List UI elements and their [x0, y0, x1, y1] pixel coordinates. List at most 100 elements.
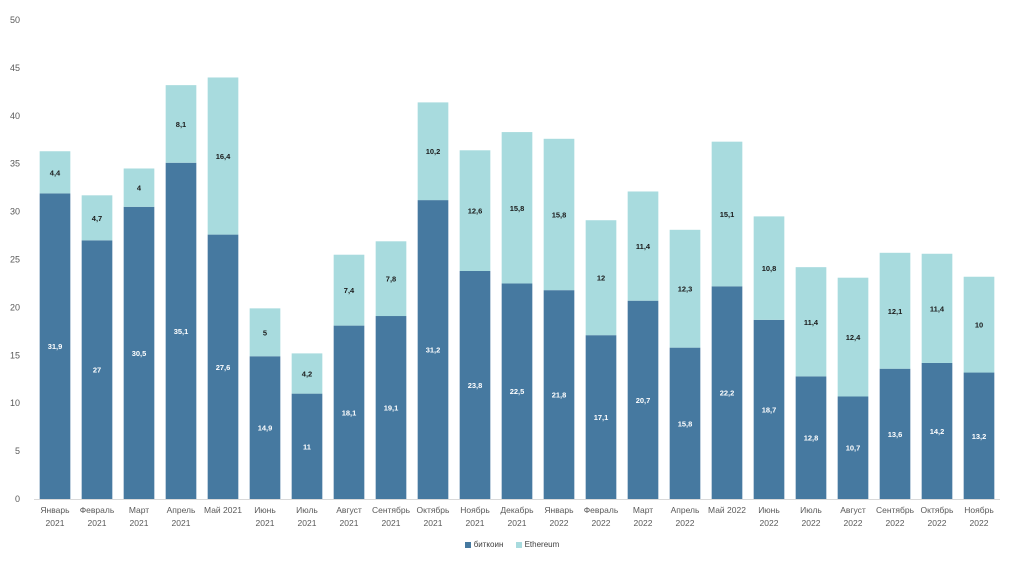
bar-ethereum: [921, 253, 953, 363]
x-tick-label-year: 2022: [802, 518, 821, 528]
x-tick-label: Май 2021: [204, 505, 242, 515]
bar-ethereum: [81, 195, 113, 241]
bar-bitcoin: [963, 372, 995, 499]
legend-label-ethereum: Ethereum: [524, 540, 560, 549]
bar-ethereum: [879, 252, 911, 369]
x-tick-label-year: 2021: [466, 518, 485, 528]
legend-item-ethereum: Ethereum: [515, 540, 560, 549]
x-tick-label: Октябрь: [921, 505, 955, 515]
data-label-bitcoin: 19,1: [384, 404, 399, 413]
data-label-ethereum: 12,3: [678, 285, 693, 294]
y-tick-label: 30: [10, 207, 20, 217]
x-tick-label-year: 2022: [550, 518, 569, 528]
x-tick-label-year: 2022: [970, 518, 989, 528]
x-tick-label: Июнь: [758, 505, 780, 515]
bar-bitcoin: [837, 396, 869, 499]
bar-ethereum: [249, 308, 281, 357]
bar-bitcoin: [459, 270, 491, 499]
x-tick-label-year: 2021: [88, 518, 107, 528]
data-label-bitcoin: 17,1: [594, 413, 609, 422]
data-label-ethereum: 15,1: [720, 210, 735, 219]
bar-bitcoin: [543, 290, 575, 499]
data-label-ethereum: 4,7: [92, 214, 102, 223]
data-label-bitcoin: 22,2: [720, 389, 735, 398]
data-label-ethereum: 12,6: [468, 207, 483, 216]
bar-ethereum: [123, 168, 155, 207]
x-tick-label: Ноябрь: [460, 505, 490, 515]
bar-ethereum: [459, 150, 491, 271]
x-tick-label: Июль: [296, 505, 318, 515]
x-tick-label: Июнь: [254, 505, 276, 515]
bar-ethereum: [501, 132, 533, 284]
legend-item-bitcoin: биткоин: [464, 540, 504, 549]
legend-swatch-bitcoin: [464, 541, 471, 548]
x-tick-label: Ноябрь: [964, 505, 994, 515]
y-tick-label: 15: [10, 350, 20, 360]
bar-ethereum: [753, 216, 785, 320]
data-label-bitcoin: 14,9: [258, 424, 273, 433]
data-label-bitcoin: 21,8: [552, 391, 567, 400]
x-tick-label-year: 2021: [46, 518, 65, 528]
legend-label-bitcoin: биткоин: [473, 540, 504, 549]
data-label-ethereum: 10,8: [762, 264, 777, 273]
x-tick-label-year: 2021: [298, 518, 317, 528]
y-tick-label: 35: [10, 159, 20, 169]
y-tick-label: 50: [10, 15, 20, 25]
data-label-ethereum: 12,4: [846, 333, 861, 342]
x-tick-label-year: 2022: [886, 518, 905, 528]
data-label-ethereum: 4,4: [50, 168, 61, 177]
bar-bitcoin: [711, 286, 743, 499]
bar-bitcoin: [249, 356, 281, 499]
x-tick-label: Апрель: [671, 505, 700, 515]
x-tick-label-year: 2021: [508, 518, 527, 528]
bar-ethereum: [375, 241, 407, 317]
data-label-ethereum: 11,4: [636, 242, 651, 251]
data-label-bitcoin: 18,7: [762, 405, 777, 414]
x-tick-label-year: 2021: [382, 518, 401, 528]
data-label-ethereum: 10,2: [426, 147, 441, 156]
x-tick-label-year: 2021: [130, 518, 149, 528]
data-label-ethereum: 4,2: [302, 370, 312, 379]
bar-bitcoin: [375, 316, 407, 499]
bar-bitcoin: [417, 200, 449, 499]
x-tick-label: Май 2022: [708, 505, 746, 515]
bar-ethereum: [417, 102, 449, 201]
data-label-ethereum: 7,4: [344, 286, 355, 295]
data-label-bitcoin: 10,7: [846, 444, 861, 453]
bar-bitcoin: [669, 347, 701, 499]
bar-bitcoin: [291, 393, 323, 499]
bar-bitcoin: [501, 283, 533, 499]
data-label-ethereum: 12: [597, 274, 605, 283]
data-label-bitcoin: 31,9: [48, 342, 63, 351]
data-label-ethereum: 15,8: [552, 210, 567, 219]
data-label-bitcoin: 13,6: [888, 430, 903, 439]
x-tick-label-year: 2022: [928, 518, 947, 528]
x-tick-label: Февраль: [80, 505, 115, 515]
y-tick-label: 25: [10, 255, 20, 265]
bar-bitcoin: [921, 362, 953, 499]
x-tick-label-year: 2022: [760, 518, 779, 528]
x-tick-label-year: 2022: [844, 518, 863, 528]
x-tick-label-year: 2021: [424, 518, 443, 528]
bar-bitcoin: [333, 325, 365, 499]
y-tick-label: 0: [15, 494, 20, 504]
data-label-bitcoin: 20,7: [636, 396, 651, 405]
bar-ethereum: [711, 141, 743, 287]
bar-bitcoin: [207, 234, 239, 500]
x-tick-label: Сентябрь: [876, 505, 915, 515]
x-tick-label: Июль: [800, 505, 822, 515]
x-tick-label: Сентябрь: [372, 505, 411, 515]
bar-bitcoin: [39, 193, 71, 499]
data-label-bitcoin: 35,1: [174, 327, 189, 336]
bar-ethereum: [207, 77, 239, 235]
data-label-bitcoin: 12,8: [804, 434, 819, 443]
bar-bitcoin: [165, 162, 197, 499]
bar-bitcoin: [753, 319, 785, 499]
data-label-ethereum: 5: [263, 328, 267, 337]
data-label-ethereum: 16,4: [216, 152, 231, 161]
x-tick-label-year: 2022: [634, 518, 653, 528]
bar-ethereum: [963, 276, 995, 373]
bar-ethereum: [627, 191, 659, 301]
bar-bitcoin: [81, 240, 113, 499]
